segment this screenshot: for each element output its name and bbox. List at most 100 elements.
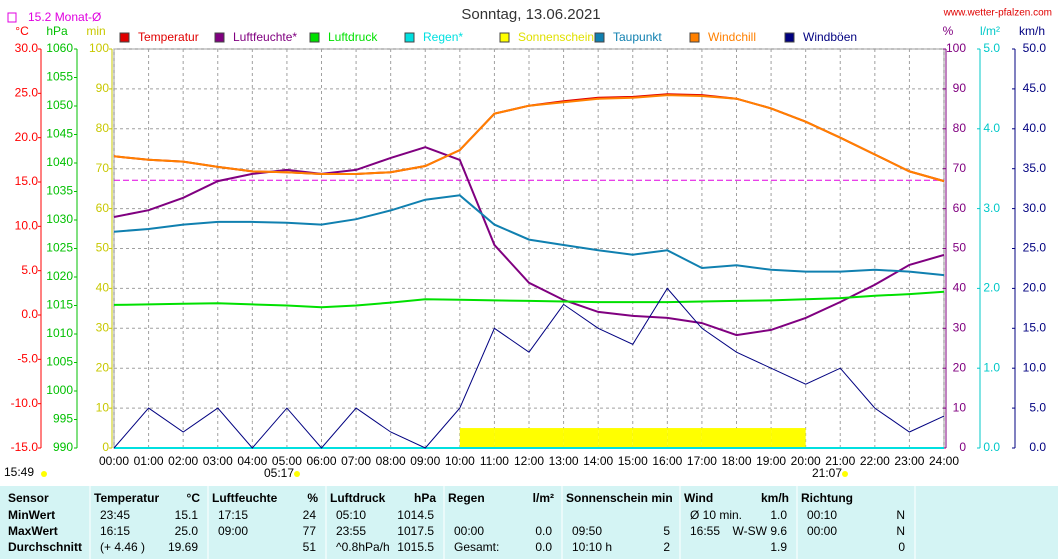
y-tick-label: 100 <box>89 41 109 55</box>
table-cell: 0.0 <box>535 540 552 554</box>
sun-bar <box>736 428 772 448</box>
table-header-unit: l/m² <box>533 491 554 505</box>
x-tick-label: 00:00 <box>99 454 129 468</box>
y-tick-label: 60 <box>96 201 110 215</box>
legend-label: Regen* <box>423 30 463 44</box>
y-tick-label: 20 <box>953 360 967 374</box>
x-tick-label: 02:00 <box>168 454 198 468</box>
x-tick-label: 11:00 <box>480 454 509 468</box>
y-tick-label: 20.0 <box>1023 281 1047 295</box>
table-header: Sonnenschein min <box>566 491 673 505</box>
legend-swatch <box>119 32 130 43</box>
y-tick-label: 70 <box>96 161 110 175</box>
x-tick-label: 10:00 <box>445 454 475 468</box>
y-tick-label: 1.0 <box>983 360 1000 374</box>
sun-bar <box>771 428 806 448</box>
y-tick-label: 40 <box>953 281 967 295</box>
sun-icon <box>41 471 47 477</box>
table-cell: 77 <box>303 524 317 538</box>
y-tick-label: 70 <box>953 161 967 175</box>
x-tick-label: 13:00 <box>549 454 579 468</box>
sunrise: 05:17 <box>264 466 294 480</box>
sun-bar <box>701 428 737 448</box>
legend-label: Windchill <box>708 30 756 44</box>
sun-bar <box>494 428 529 448</box>
legend-label: Temperatur <box>138 30 199 44</box>
y-tick-label: 40 <box>96 281 110 295</box>
legend-swatch <box>309 32 320 43</box>
y-tick-label: 80 <box>953 121 967 135</box>
x-tick-label: 09:00 <box>410 454 440 468</box>
x-tick-label: 23:00 <box>894 454 924 468</box>
series-line <box>113 290 945 309</box>
x-tick-label: 20:00 <box>791 454 821 468</box>
table-cell: 25.0 <box>175 524 199 538</box>
table-cell: 15.1 <box>175 508 199 522</box>
table-cell: 0.0 <box>535 524 552 538</box>
legend-swatch <box>214 32 225 43</box>
y-tick-label: 1005 <box>46 355 73 369</box>
legend-label: Taupunkt <box>613 30 662 44</box>
table-header: Temperatur <box>94 491 159 505</box>
table-cell: 17:15 <box>218 508 248 522</box>
table-header-unit: km/h <box>761 491 789 505</box>
y-tick-label: 90 <box>96 81 110 95</box>
y-tick-label: 80 <box>96 121 110 135</box>
y-tick-label: 50 <box>96 241 110 255</box>
y-tick-label: 20.0 <box>15 130 39 144</box>
y-tick-label: 20 <box>96 360 110 374</box>
x-tick-label: 24:00 <box>929 454 959 468</box>
x-tick-label: 22:00 <box>860 454 890 468</box>
y-tick-label: 25.0 <box>15 86 39 100</box>
site-url: www.wetter-pfalzen.com <box>943 8 1052 19</box>
y-tick-label: 15.0 <box>1023 320 1047 334</box>
y-tick-label: 10.0 <box>15 219 39 233</box>
y-tick-label: 1030 <box>46 212 73 226</box>
table-cell: Gesamt: <box>454 540 499 554</box>
table-cell: W-SW 9.6 <box>733 524 788 538</box>
y-tick-label: 0 <box>102 440 109 454</box>
y-tick-label: 1010 <box>46 326 73 340</box>
series-line <box>113 146 945 337</box>
table-cell: N <box>896 524 905 538</box>
y-tick-label: 45.0 <box>1023 81 1047 95</box>
y-tick-label: 0.0 <box>983 440 1000 454</box>
x-tick-label: 06:00 <box>306 454 336 468</box>
table-cell: N <box>896 508 905 522</box>
x-tick-label: 12:00 <box>514 454 544 468</box>
table-cell: 1.0 <box>770 508 787 522</box>
x-tick-label: 04:00 <box>237 454 267 468</box>
y-tick-label: 30 <box>953 320 967 334</box>
legend-swatch <box>499 32 510 43</box>
table-cell: 2 <box>663 540 670 554</box>
y-tick-label: 30 <box>96 320 110 334</box>
table-header: Luftfeuchte <box>212 491 278 505</box>
reference-icon <box>7 12 17 23</box>
legend-swatch <box>404 32 415 43</box>
x-tick-label: 18:00 <box>721 454 751 468</box>
table-cell: 51 <box>303 540 317 554</box>
table-header: Richtung <box>801 491 853 505</box>
y-tick-label: 10.0 <box>1023 360 1047 374</box>
table-cell: (+ 4.46 ) <box>100 540 145 554</box>
y-tick-label: 995 <box>53 412 73 426</box>
legend-swatch <box>689 32 700 43</box>
row-label: MinWert <box>8 508 55 522</box>
y-tick-label: 10 <box>96 400 110 414</box>
x-tick-label: 14:00 <box>583 454 613 468</box>
y-tick-label: 2.0 <box>983 281 1000 295</box>
series-line <box>113 194 945 277</box>
table-cell: 10:10 h <box>572 540 612 554</box>
series-line <box>113 94 945 183</box>
table-cell: 0 <box>898 540 905 554</box>
x-tick-label: 03:00 <box>203 454 233 468</box>
x-tick-label: 05:00 <box>272 454 302 468</box>
x-tick-label: 21:00 <box>825 454 855 468</box>
y-tick-label: 5.0 <box>21 263 38 277</box>
y-tick-label: 1025 <box>46 241 73 255</box>
y-tick-label: 35.0 <box>1023 161 1047 175</box>
table-cell: 1.9 <box>770 540 787 554</box>
y-tick-label: 5.0 <box>1029 400 1046 414</box>
axis-unit: min <box>86 24 105 38</box>
